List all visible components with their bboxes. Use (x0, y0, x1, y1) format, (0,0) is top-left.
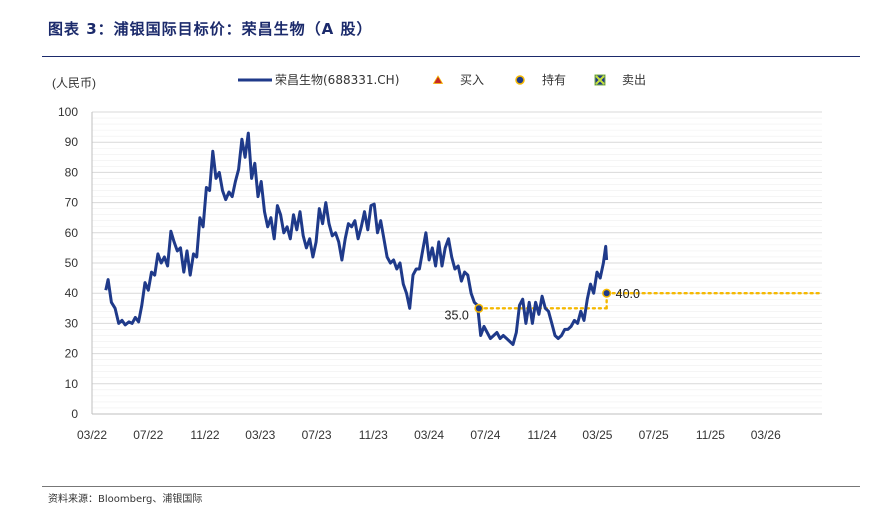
y-tick-label: 40 (65, 286, 79, 300)
chart-legend: 荣昌生物(688331.CH) 买入 持有 卖出 (238, 72, 646, 87)
x-tick-label: 07/23 (302, 428, 332, 442)
series-layer (104, 131, 609, 346)
axes: 0 10 20 30 40 50 60 70 80 90 100 03/22 07/22 11/22 03/… (58, 105, 822, 442)
y-tick-label: 10 (65, 377, 79, 391)
target-price-label: 35.0 (445, 308, 469, 322)
x-tick-label: 07/22 (133, 428, 163, 442)
x-tick-label: 11/24 (528, 428, 557, 442)
x-tick-label: 03/23 (245, 428, 275, 442)
y-tick-label: 100 (58, 105, 78, 119)
buy-triangle-icon (432, 75, 444, 84)
legend-label: 荣昌生物(688331.CH) (275, 73, 399, 87)
title-rule (42, 56, 860, 57)
x-tick-label: 07/24 (470, 428, 500, 442)
y-tick-label: 0 (71, 407, 78, 421)
x-tick-label: 03/25 (582, 428, 612, 442)
y-tick-label: 50 (65, 256, 79, 270)
gridlines (92, 111, 822, 409)
hold-rating-marker (602, 288, 612, 298)
x-tick-label: 11/25 (696, 428, 725, 442)
target-price-label: 40.0 (616, 287, 640, 301)
y-tick-label: 80 (65, 165, 79, 179)
rating-markers: 35.0 40.0 (445, 287, 640, 322)
y-axis-unit-label: (人民币) (52, 76, 96, 90)
y-tick-label: 30 (65, 316, 79, 330)
y-tick-label: 70 (65, 196, 79, 210)
legend-label: 卖出 (622, 73, 646, 87)
y-tick-label: 20 (65, 347, 79, 361)
x-tick-label: 11/22 (190, 428, 219, 442)
x-tick-label: 03/22 (77, 428, 107, 442)
hold-rating-marker (474, 303, 484, 313)
x-tick-label: 11/23 (359, 428, 388, 442)
figure-title: 图表 3：浦银国际目标价：荣昌生物（A 股） (48, 20, 373, 38)
y-tick-label: 60 (65, 226, 79, 240)
y-tick-label: 90 (65, 135, 79, 149)
x-tick-label: 03/26 (751, 428, 781, 442)
footer-rule (42, 486, 860, 487)
price-series-line (104, 131, 609, 346)
sell-cross-mark (595, 75, 605, 85)
hold-circle-icon (515, 75, 525, 85)
x-tick-label: 07/25 (639, 428, 669, 442)
x-tick-label: 03/24 (414, 428, 444, 442)
legend-label: 持有 (542, 72, 566, 87)
legend-label: 买入 (460, 73, 484, 87)
